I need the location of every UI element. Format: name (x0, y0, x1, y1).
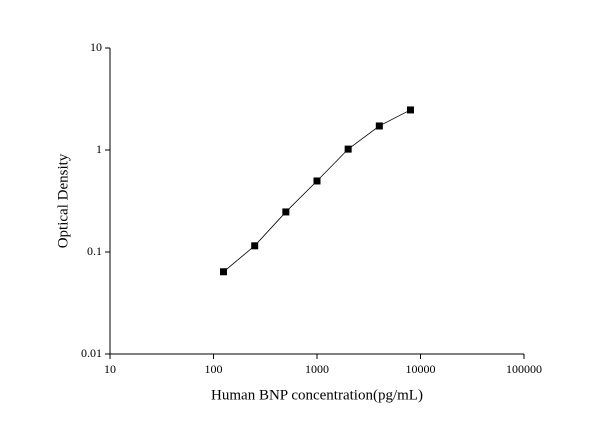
marker (251, 242, 259, 250)
marker (375, 122, 383, 130)
marker (406, 106, 414, 114)
marker (344, 145, 352, 153)
x-tick-label: 10000 (406, 362, 436, 376)
y-tick-label: 1 (96, 142, 102, 156)
y-tick-label: 10 (90, 40, 102, 54)
x-tick-label: 1000 (305, 362, 329, 376)
y-axis-label: Optical Density (55, 153, 71, 248)
marker (220, 268, 228, 276)
y-tick-label: 0.1 (87, 244, 102, 258)
x-axis-label: Human BNP concentration(pg/mL) (211, 387, 423, 403)
y-tick-label: 0.01 (81, 346, 102, 360)
x-tick-label: 100 (205, 362, 223, 376)
marker (282, 208, 290, 216)
x-tick-label: 10 (104, 362, 116, 376)
x-tick-label: 100000 (506, 362, 542, 376)
marker (313, 177, 321, 185)
